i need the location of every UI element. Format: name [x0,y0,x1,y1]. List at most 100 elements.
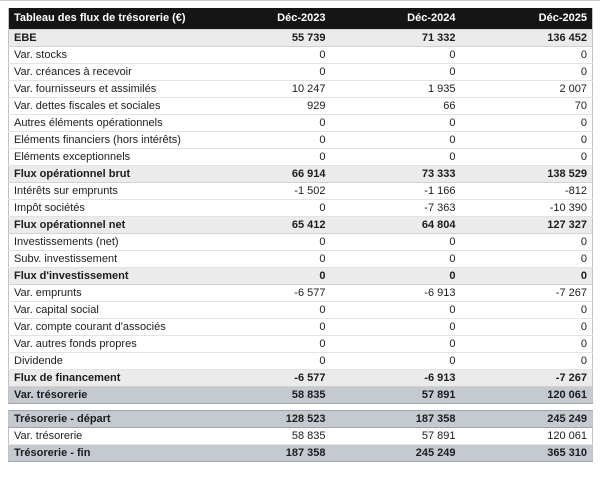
row-label: Flux d'investissement [8,266,205,285]
row-value: -7 267 [460,368,593,387]
row-value: 66 [330,97,461,115]
column-header-dec-2025: Déc-2025 [460,8,593,29]
table-row: Impôt sociétés 0 -7 363 -10 390 [8,199,593,217]
row-value: 0 [204,233,331,251]
row-value: 58 835 [204,427,331,445]
table-row: Var. emprunts -6 577 -6 913 -7 267 [8,284,593,302]
table-row: Var. stocks 0 0 0 [8,46,593,64]
row-value: -6 577 [204,368,331,387]
table-title: Tableau des flux de trésorerie (€) [8,8,205,29]
row-value: 136 452 [460,28,593,47]
table-row: Flux de financement -6 577 -6 913 -7 267 [8,368,593,387]
row-value: -7 363 [330,199,461,217]
row-value: 2 007 [460,80,593,98]
table-row: Var. autres fonds propres 0 0 0 [8,335,593,353]
row-value: 10 247 [204,80,331,98]
treasury-summary-table: Trésorerie - départ 128 523 187 358 245 249… [8,409,593,462]
row-label: Var. fournisseurs et assimilés [8,80,205,98]
row-value: 0 [460,250,593,268]
row-value: 127 327 [460,215,593,234]
row-label: Eléments financiers (hors intérêts) [8,131,205,149]
table-row: Autres éléments opérationnels 0 0 0 [8,114,593,132]
row-value: -6 913 [330,284,461,302]
table-row: Var. créances à recevoir 0 0 0 [8,63,593,81]
row-label: Investissements (net) [8,233,205,251]
row-value: 73 333 [330,164,461,183]
row-value: 0 [460,318,593,336]
row-label: Trésorerie - fin [8,443,205,462]
row-value: 1 935 [330,80,461,98]
row-value: 0 [330,233,461,251]
row-value: 365 310 [460,443,593,462]
row-value: 0 [330,114,461,132]
cashflow-table: Tableau des flux de trésorerie (€) Déc-2… [8,8,593,404]
row-value: 120 061 [460,385,593,404]
cashflow-table-container: Tableau des flux de trésorerie (€) Déc-2… [8,8,593,462]
row-value: 64 804 [330,215,461,234]
row-value: 0 [330,148,461,166]
row-value: 0 [204,148,331,166]
table-row: Eléments financiers (hors intérêts) 0 0 0 [8,131,593,149]
row-value: 138 529 [460,164,593,183]
table-row: Var. capital social 0 0 0 [8,301,593,319]
table-row: Var. dettes fiscales et sociales 929 66 70 [8,97,593,115]
row-value: 0 [204,63,331,81]
row-label: Var. capital social [8,301,205,319]
row-value: 71 332 [330,28,461,47]
row-value: 0 [204,318,331,336]
row-value: 0 [204,250,331,268]
table-row: Trésorerie - départ 128 523 187 358 245 249 [8,409,593,428]
row-value: 929 [204,97,331,115]
row-label: Var. trésorerie [8,427,205,445]
row-value: 57 891 [330,385,461,404]
row-value: 0 [330,63,461,81]
row-value: 0 [460,233,593,251]
row-value: 0 [460,63,593,81]
table-row: Flux d'investissement 0 0 0 [8,266,593,285]
row-label: Flux opérationnel net [8,215,205,234]
row-value: -6 577 [204,284,331,302]
row-value: -1 502 [204,182,331,200]
row-label: Var. dettes fiscales et sociales [8,97,205,115]
row-value: 0 [460,148,593,166]
row-label: Flux de financement [8,368,205,387]
row-label: Var. trésorerie [8,385,205,404]
row-value: 187 358 [204,443,331,462]
column-header-dec-2023: Déc-2023 [204,8,331,29]
row-value: 57 891 [330,427,461,445]
column-header-dec-2024: Déc-2024 [330,8,461,29]
table-row: Eléments exceptionnels 0 0 0 [8,148,593,166]
table-row: Var. compte courant d'associés 0 0 0 [8,318,593,336]
table-row: Flux opérationnel net 65 412 64 804 127 327 [8,215,593,234]
row-label: Var. compte courant d'associés [8,318,205,336]
row-value: 120 061 [460,427,593,445]
row-value: 0 [204,352,331,370]
row-value: -7 267 [460,284,593,302]
row-label: Autres éléments opérationnels [8,114,205,132]
row-value: 0 [330,46,461,64]
table-row: EBE 55 739 71 332 136 452 [8,28,593,47]
row-value: 70 [460,97,593,115]
row-value: 0 [330,131,461,149]
table-row: Dividende 0 0 0 [8,352,593,370]
row-value: -6 913 [330,368,461,387]
row-value: 0 [330,352,461,370]
row-value: 0 [460,335,593,353]
row-value: 0 [460,301,593,319]
row-value: 0 [204,199,331,217]
row-value: 0 [330,301,461,319]
row-value: 128 523 [204,409,331,428]
row-value: 0 [460,131,593,149]
row-value: 187 358 [330,409,461,428]
table-row: Investissements (net) 0 0 0 [8,233,593,251]
row-value: -812 [460,182,593,200]
header-row: Tableau des flux de trésorerie (€) Déc-2… [8,8,593,29]
row-value: 0 [204,46,331,64]
row-value: 0 [204,335,331,353]
table-row: Subv. investissement 0 0 0 [8,250,593,268]
row-label: EBE [8,28,205,47]
table-row: Intérêts sur emprunts -1 502 -1 166 -812 [8,182,593,200]
row-label: Eléments exceptionnels [8,148,205,166]
row-value: 0 [204,266,331,285]
